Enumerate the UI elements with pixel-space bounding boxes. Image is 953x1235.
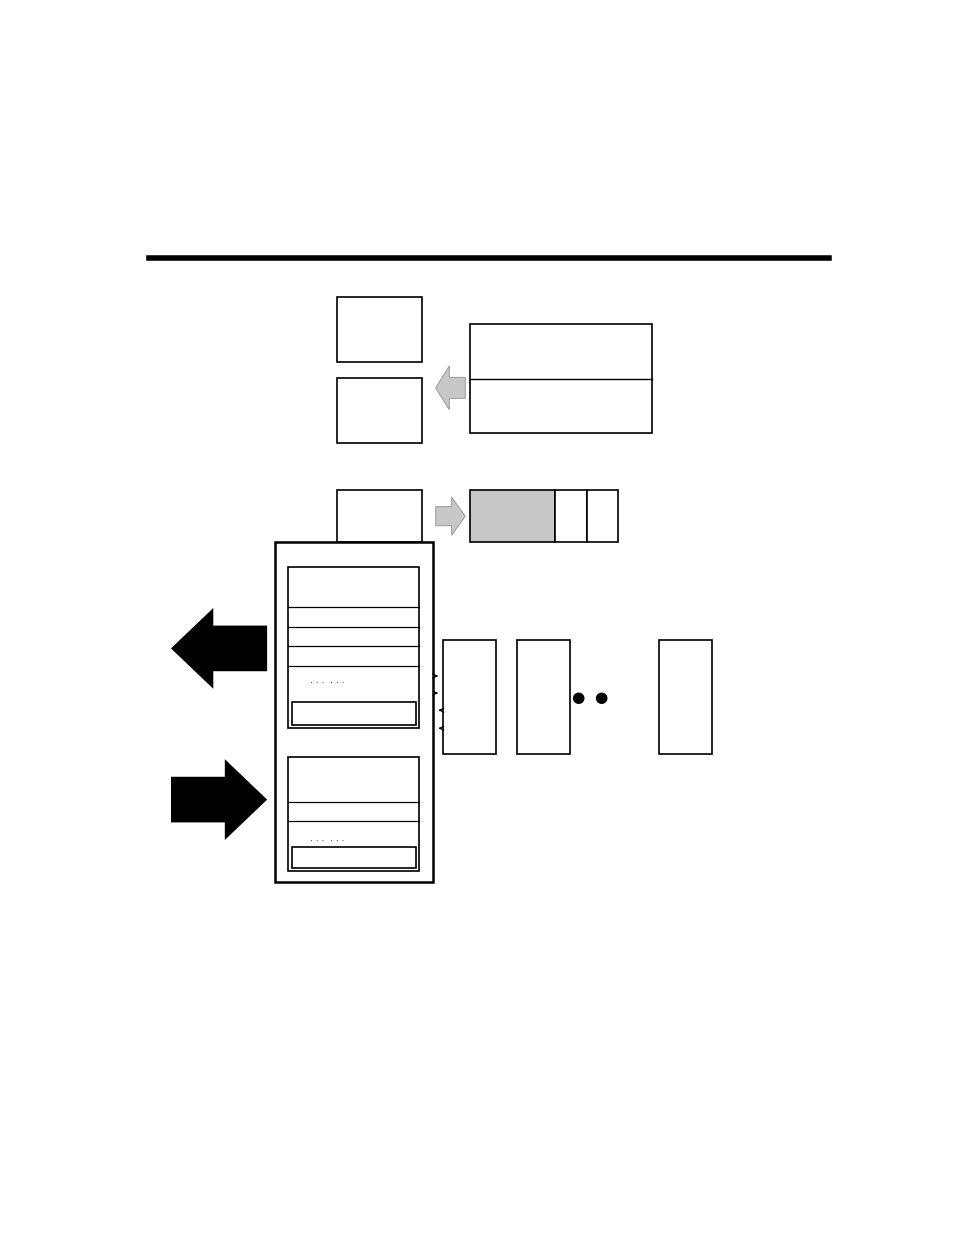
Polygon shape (171, 760, 267, 840)
Polygon shape (171, 608, 267, 689)
Bar (288, 567, 419, 729)
Bar (470, 324, 651, 433)
Bar (517, 640, 570, 753)
Bar (292, 701, 416, 725)
Bar (337, 489, 422, 542)
Bar (586, 489, 617, 542)
Text: . . .  . . .: . . . . . . (310, 834, 344, 844)
Bar (274, 542, 433, 882)
Bar (292, 847, 416, 868)
Bar (659, 640, 712, 753)
Bar (442, 640, 496, 753)
Bar (337, 298, 422, 362)
Bar (337, 378, 422, 443)
Bar (555, 489, 586, 542)
Text: ●  ●: ● ● (572, 690, 608, 705)
Bar (470, 489, 555, 542)
Bar (288, 757, 419, 871)
Polygon shape (436, 498, 465, 535)
Polygon shape (436, 366, 465, 410)
Text: . . .  . . .: . . . . . . (310, 677, 344, 685)
